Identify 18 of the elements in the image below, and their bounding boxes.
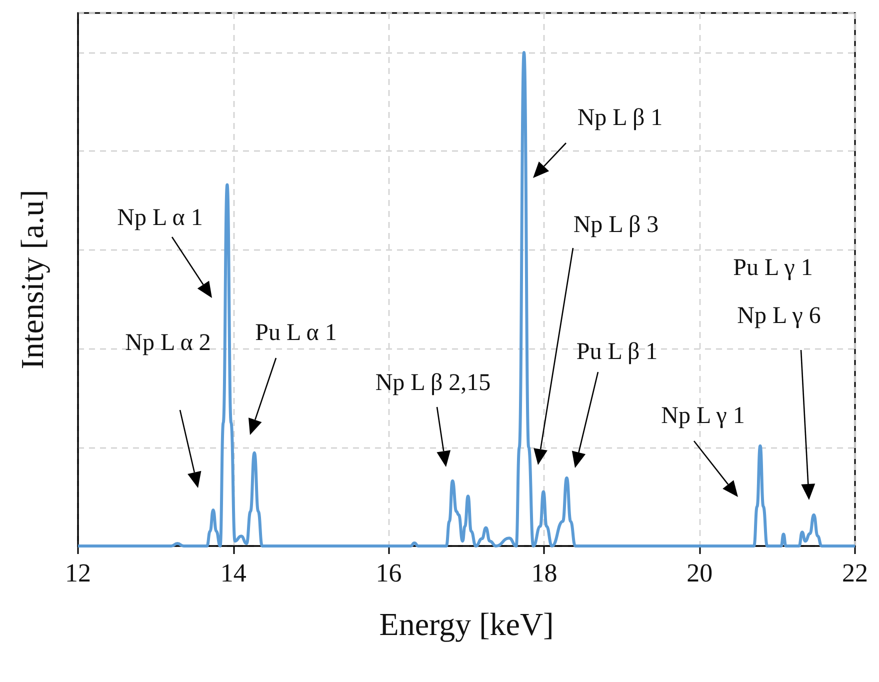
- x-tick-label: 16: [376, 558, 402, 588]
- x-tick-label: 22: [842, 558, 868, 588]
- x-tick-label: 12: [65, 558, 91, 588]
- annotation: Pu L β 1: [576, 339, 658, 365]
- annotation: Np L α 1: [117, 205, 203, 231]
- annotation: Pu L γ 1: [733, 255, 813, 281]
- x-tick-label: 18: [531, 558, 558, 588]
- annotation: Np L α 2: [125, 330, 211, 356]
- x-axis-title: Energy [keV]: [379, 606, 554, 642]
- x-tick-label: 20: [686, 558, 713, 588]
- annotation: Pu L α 1: [255, 320, 337, 346]
- annotation: Np L β 3: [573, 212, 659, 238]
- y-axis-title: Intensity [a.u]: [14, 190, 50, 370]
- annotation: Np L β 1: [577, 105, 663, 131]
- annotation: Np L β 2,15: [375, 370, 491, 396]
- x-tick-label: 14: [220, 558, 246, 588]
- annotation: Np L γ 1: [661, 403, 745, 429]
- annotation: Np L γ 6: [737, 303, 821, 329]
